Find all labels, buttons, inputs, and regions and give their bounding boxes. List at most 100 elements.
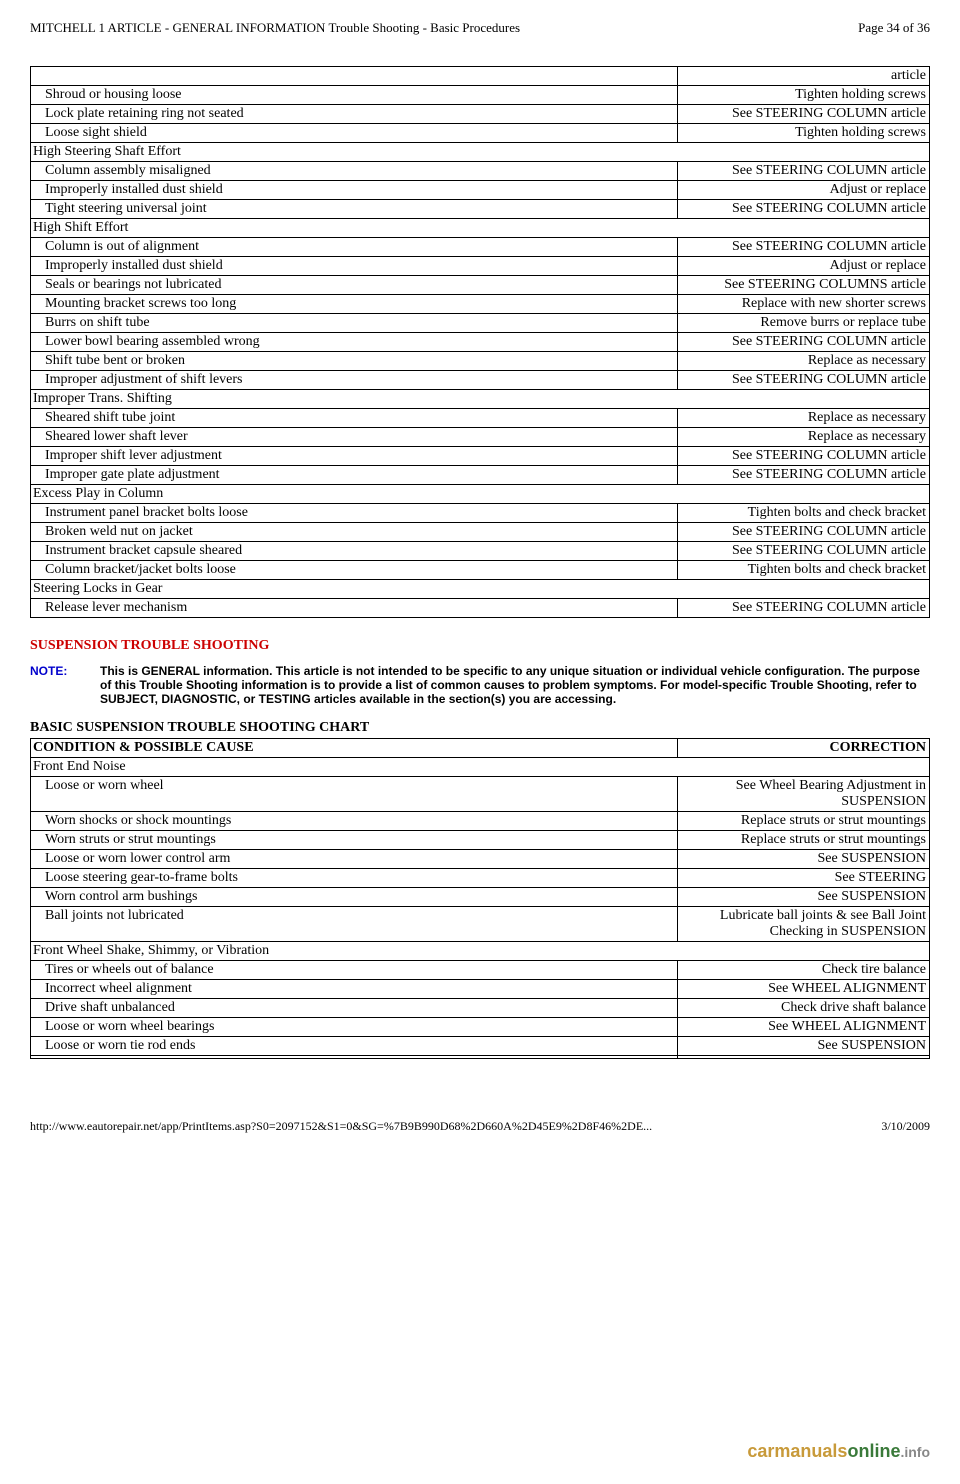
section-cell: High Steering Shaft Effort [31,143,930,162]
correction-cell: Replace as necessary [678,409,930,428]
table-row: Sheared shift tube jointReplace as neces… [31,409,930,428]
header-title: MITCHELL 1 ARTICLE - GENERAL INFORMATION… [30,20,520,36]
cause-cell: Loose steering gear-to-frame bolts [31,869,678,888]
cause-cell: Loose or worn lower control arm [31,850,678,869]
table-row: Loose steering gear-to-frame boltsSee ST… [31,869,930,888]
correction-cell: Check drive shaft balance [678,999,930,1018]
table-row: Excess Play in Column [31,485,930,504]
note-text: This is GENERAL information. This articl… [100,664,930,706]
table-row: Improper adjustment of shift leversSee S… [31,371,930,390]
section-cell: Front Wheel Shake, Shimmy, or Vibration [31,942,930,961]
table-row: Loose or worn wheel bearingsSee WHEEL AL… [31,1018,930,1037]
cause-cell: Sheared shift tube joint [31,409,678,428]
correction-cell: See STEERING COLUMN article [678,162,930,181]
table-row: Sheared lower shaft leverReplace as nece… [31,428,930,447]
page-header: MITCHELL 1 ARTICLE - GENERAL INFORMATION… [30,20,930,36]
correction-cell: Replace as necessary [678,352,930,371]
section-cell: Steering Locks in Gear [31,580,930,599]
cause-cell: Release lever mechanism [31,599,678,618]
cause-cell: Instrument panel bracket bolts loose [31,504,678,523]
cause-cell: Column is out of alignment [31,238,678,257]
table-row: Worn struts or strut mountingsReplace st… [31,831,930,850]
table-row: Front Wheel Shake, Shimmy, or Vibration [31,942,930,961]
table-row: Release lever mechanismSee STEERING COLU… [31,599,930,618]
table-row: Improperly installed dust shieldAdjust o… [31,181,930,200]
correction-cell: See STEERING COLUMN article [678,333,930,352]
correction-cell: See WHEEL ALIGNMENT [678,1018,930,1037]
cause-cell: Burrs on shift tube [31,314,678,333]
header-condition: CONDITION & POSSIBLE CAUSE [31,739,678,758]
cause-cell: Improper adjustment of shift levers [31,371,678,390]
correction-cell: Tighten bolts and check bracket [678,561,930,580]
table-row: Improper Trans. Shifting [31,390,930,409]
section-cell: Improper Trans. Shifting [31,390,930,409]
cause-cell: Lock plate retaining ring not seated [31,105,678,124]
table-row: Improperly installed dust shieldAdjust o… [31,257,930,276]
section-cell: High Shift Effort [31,219,930,238]
correction-cell: See STEERING COLUMN article [678,238,930,257]
footer-date: 3/10/2009 [881,1119,930,1134]
cause-cell: Loose or worn tie rod ends [31,1037,678,1056]
table-row: Incorrect wheel alignmentSee WHEEL ALIGN… [31,980,930,999]
table-row: Loose sight shieldTighten holding screws [31,124,930,143]
cause-cell: Improper shift lever adjustment [31,447,678,466]
correction-cell: Check tire balance [678,961,930,980]
cause-cell: Worn struts or strut mountings [31,831,678,850]
note-block: NOTE: This is GENERAL information. This … [30,664,930,706]
table-row: Loose or worn tie rod endsSee SUSPENSION [31,1037,930,1056]
cause-cell: Loose or worn wheel bearings [31,1018,678,1037]
correction-cell: Adjust or replace [678,257,930,276]
correction-cell: Tighten holding screws [678,124,930,143]
correction-cell: See STEERING COLUMN article [678,371,930,390]
correction-cell: See SUSPENSION [678,1037,930,1056]
correction-cell: See STEERING COLUMNS article [678,276,930,295]
correction-cell: See STEERING COLUMN article [678,105,930,124]
cause-cell [31,67,678,86]
table-row: Column is out of alignmentSee STEERING C… [31,238,930,257]
table-row: Worn shocks or shock mountingsReplace st… [31,812,930,831]
table-row: High Steering Shaft Effort [31,143,930,162]
correction-cell: Replace as necessary [678,428,930,447]
table-row: Front End Noise [31,758,930,777]
cause-cell: Improperly installed dust shield [31,257,678,276]
header-page: Page 34 of 36 [858,20,930,36]
cause-cell: Ball joints not lubricated [31,907,678,942]
cause-cell: Tires or wheels out of balance [31,961,678,980]
watermark: carmanualsonline.info [747,1441,930,1462]
cause-cell: Worn shocks or shock mountings [31,812,678,831]
section-title: SUSPENSION TROUBLE SHOOTING [30,638,930,654]
correction-cell: article [678,67,930,86]
table-row: Seals or bearings not lubricatedSee STEE… [31,276,930,295]
table-row: Worn control arm bushingsSee SUSPENSION [31,888,930,907]
correction-cell: Lubricate ball joints & see Ball Joint C… [678,907,930,942]
correction-cell: See STEERING COLUMN article [678,599,930,618]
cause-cell: Improper gate plate adjustment [31,466,678,485]
table-row: Steering Locks in Gear [31,580,930,599]
table-row: article [31,67,930,86]
correction-cell: See STEERING [678,869,930,888]
table-row: Loose or worn lower control armSee SUSPE… [31,850,930,869]
chart2-title: BASIC SUSPENSION TROUBLE SHOOTING CHART [30,720,930,736]
table-header-row: CONDITION & POSSIBLE CAUSECORRECTION [31,739,930,758]
cause-cell: Shift tube bent or broken [31,352,678,371]
table-row: Tight steering universal jointSee STEERI… [31,200,930,219]
cause-cell: Sheared lower shaft lever [31,428,678,447]
correction-cell: See STEERING COLUMN article [678,200,930,219]
table-row: Loose or worn wheelSee Wheel Bearing Adj… [31,777,930,812]
table-row: Shroud or housing looseTighten holding s… [31,86,930,105]
table-row: High Shift Effort [31,219,930,238]
section-cell: Front End Noise [31,758,930,777]
cause-cell: Shroud or housing loose [31,86,678,105]
table-row: Instrument panel bracket bolts looseTigh… [31,504,930,523]
section-cell: Excess Play in Column [31,485,930,504]
correction-cell: Tighten bolts and check bracket [678,504,930,523]
correction-cell: See SUSPENSION [678,888,930,907]
cause-cell: Broken weld nut on jacket [31,523,678,542]
cause-cell: Loose or worn wheel [31,777,678,812]
correction-cell: See STEERING COLUMN article [678,466,930,485]
footer-url: http://www.eautorepair.net/app/PrintItem… [30,1119,652,1134]
cause-cell: Mounting bracket screws too long [31,295,678,314]
correction-cell: See WHEEL ALIGNMENT [678,980,930,999]
correction-cell: Adjust or replace [678,181,930,200]
table-row: Burrs on shift tubeRemove burrs or repla… [31,314,930,333]
